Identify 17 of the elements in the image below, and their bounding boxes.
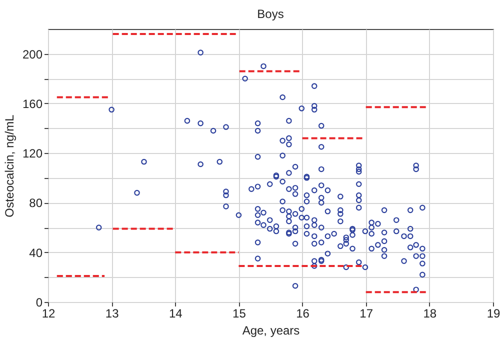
x-tick-label: 12 <box>42 306 56 320</box>
y-tick-label: 0 <box>36 296 43 310</box>
y-tick-label: 160 <box>22 96 43 111</box>
y-tick-label: 40 <box>29 246 43 260</box>
x-tick-label: 16 <box>296 306 310 320</box>
y-axis-title: Osteocalcin, ng/mL <box>2 114 16 218</box>
x-axis-title: Age, years <box>242 324 300 338</box>
x-tick-label: 17 <box>360 306 374 320</box>
y-tick-label: 200 <box>22 47 43 62</box>
x-tick-label: 18 <box>423 306 437 320</box>
x-tick-label: 13 <box>105 306 120 320</box>
y-tick-label: 120 <box>22 146 43 161</box>
x-tick-label: 14 <box>168 306 183 320</box>
chart-title: Boys <box>257 7 284 21</box>
y-tick-label: 80 <box>29 196 43 210</box>
x-tick-label: 19 <box>486 306 500 320</box>
x-tick-label: 15 <box>232 306 246 320</box>
